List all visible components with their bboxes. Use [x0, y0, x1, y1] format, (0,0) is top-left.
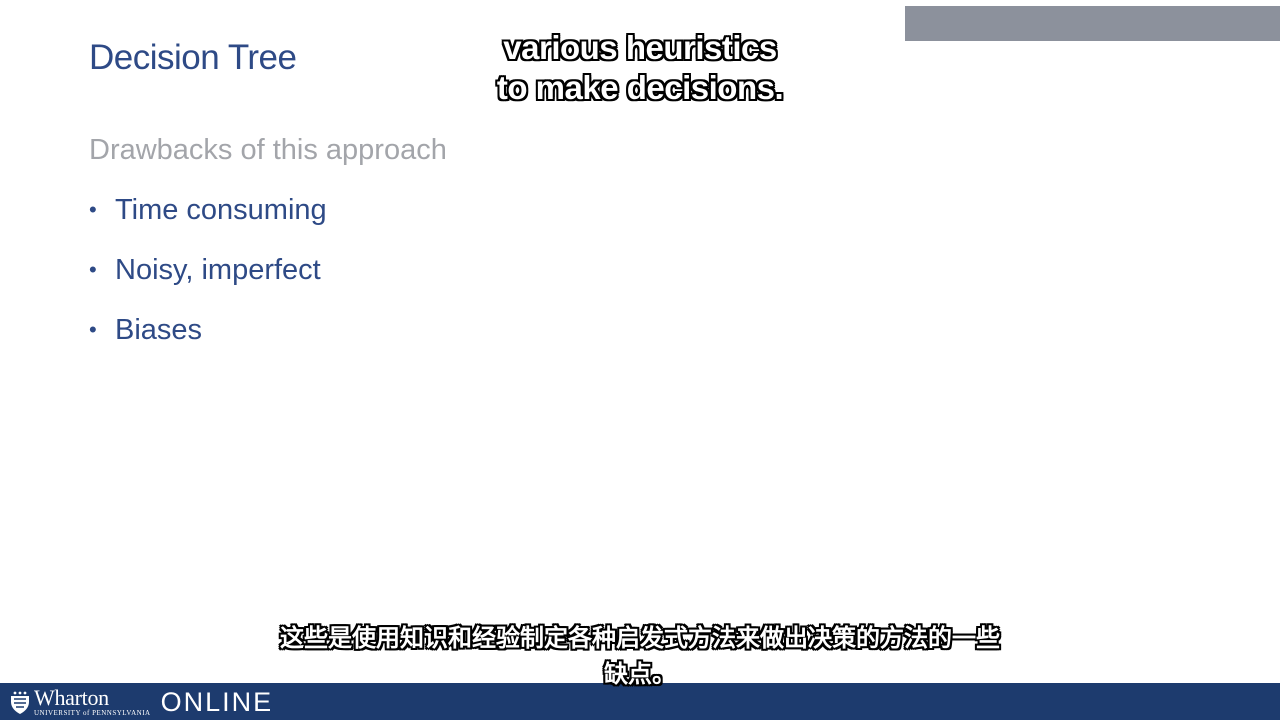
logo-wordmark: Wharton UNIVERSITY of PENNSYLVANIA	[34, 685, 151, 718]
bullet-dot-icon: •	[89, 257, 97, 282]
english-caption: various heuristics to make decisions.	[440, 28, 840, 108]
english-caption-line-1: various heuristics	[503, 28, 778, 67]
slide-title: Decision Tree	[89, 38, 297, 77]
english-caption-line-2: to make decisions.	[496, 68, 784, 107]
footer-bar	[0, 683, 1280, 720]
chinese-caption-line-1: 这些是使用知识和经验制定各种启发式方法来做出决策的方法的一些	[280, 624, 1000, 652]
bullet-dot-icon: •	[89, 197, 97, 222]
bullet-item: • Time consuming	[89, 192, 327, 228]
logo-wharton-text: Wharton	[34, 685, 109, 710]
bullet-text: Noisy, imperfect	[115, 253, 321, 286]
bullet-list: • Time consuming • Noisy, imperfect • Bi…	[89, 192, 327, 372]
chinese-caption: 这些是使用知识和经验制定各种启发式方法来做出决策的方法的一些 缺点。	[190, 620, 1090, 692]
bullet-item: • Noisy, imperfect	[89, 252, 327, 288]
bullet-text: Biases	[115, 313, 203, 346]
slide-subheading: Drawbacks of this approach	[89, 134, 447, 166]
bullet-text: Time consuming	[115, 193, 327, 226]
wharton-online-logo: Wharton UNIVERSITY of PENNSYLVANIA ONLIN…	[10, 686, 273, 718]
corner-accent-bar	[905, 6, 1280, 41]
chinese-caption-line-2: 缺点。	[604, 660, 676, 688]
logo-online-text: ONLINE	[160, 687, 274, 717]
logo-university-text: UNIVERSITY of PENNSYLVANIA	[34, 709, 151, 717]
bullet-dot-icon: •	[89, 317, 97, 342]
bullet-item: • Biases	[89, 312, 327, 348]
penn-shield-icon	[11, 690, 29, 714]
